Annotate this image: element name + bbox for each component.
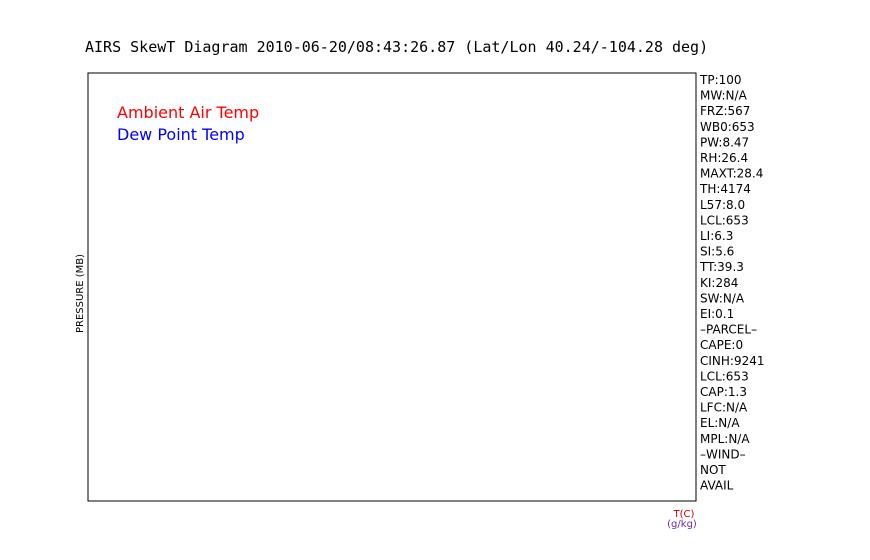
stat-entry: TP:100 — [699, 73, 742, 87]
stat-entry: SI:5.6 — [700, 245, 734, 259]
stat-entry: LFC:N/A — [700, 401, 748, 415]
stat-entry: LCL:653 — [700, 369, 749, 383]
legend-ambient-air-temp: Ambient Air Temp — [117, 103, 259, 122]
stat-entry: SW:N/A — [700, 291, 745, 305]
stat-entry: CINH:9241 — [700, 354, 765, 368]
stat-entry: LI:6.3 — [700, 229, 733, 243]
plot-frame — [87, 72, 697, 502]
stat-entry: MW:N/A — [700, 89, 748, 103]
stat-entry: PW:8.47 — [700, 135, 749, 149]
stat-entry: EI:0.1 — [700, 307, 734, 321]
stat-entry: KI:284 — [700, 276, 738, 290]
stat-entry: FRZ:567 — [700, 104, 750, 118]
stat-entry: CAP:1.3 — [700, 385, 747, 399]
axis-ticks: 1002003004005006007008009001000-120-110-… — [667, 509, 697, 530]
mixing-ratio-unit-label: (g/kg) — [667, 519, 697, 530]
stat-entry: WB0:653 — [700, 120, 755, 134]
stat-entry: TT:39.3 — [699, 260, 744, 274]
stat-entry: MPL:N/A — [700, 432, 750, 446]
stat-entry: CAPE:0 — [700, 338, 743, 352]
stat-entry: –WIND– — [700, 447, 746, 461]
stat-entry: EL:N/A — [700, 416, 740, 430]
stat-entry: NOT — [700, 463, 726, 477]
stat-entry: –PARCEL– — [700, 323, 757, 337]
stat-entry: MAXT:28.4 — [700, 167, 763, 181]
stat-entry: L57:8.0 — [700, 198, 745, 212]
temp-unit-label: T(C) — [673, 509, 695, 520]
legend-dew-point-temp: Dew Point Temp — [117, 125, 245, 144]
stat-entry: RH:26.4 — [700, 151, 748, 165]
stat-entry: LCL:653 — [700, 213, 749, 227]
stat-entry: AVAIL — [700, 479, 734, 493]
y-axis-label: PRESSURE (MB) — [75, 254, 86, 333]
stat-entry: TH:4174 — [699, 182, 751, 196]
chart-title: AIRS SkewT Diagram 2010-06-20/08:43:26.8… — [85, 38, 708, 56]
